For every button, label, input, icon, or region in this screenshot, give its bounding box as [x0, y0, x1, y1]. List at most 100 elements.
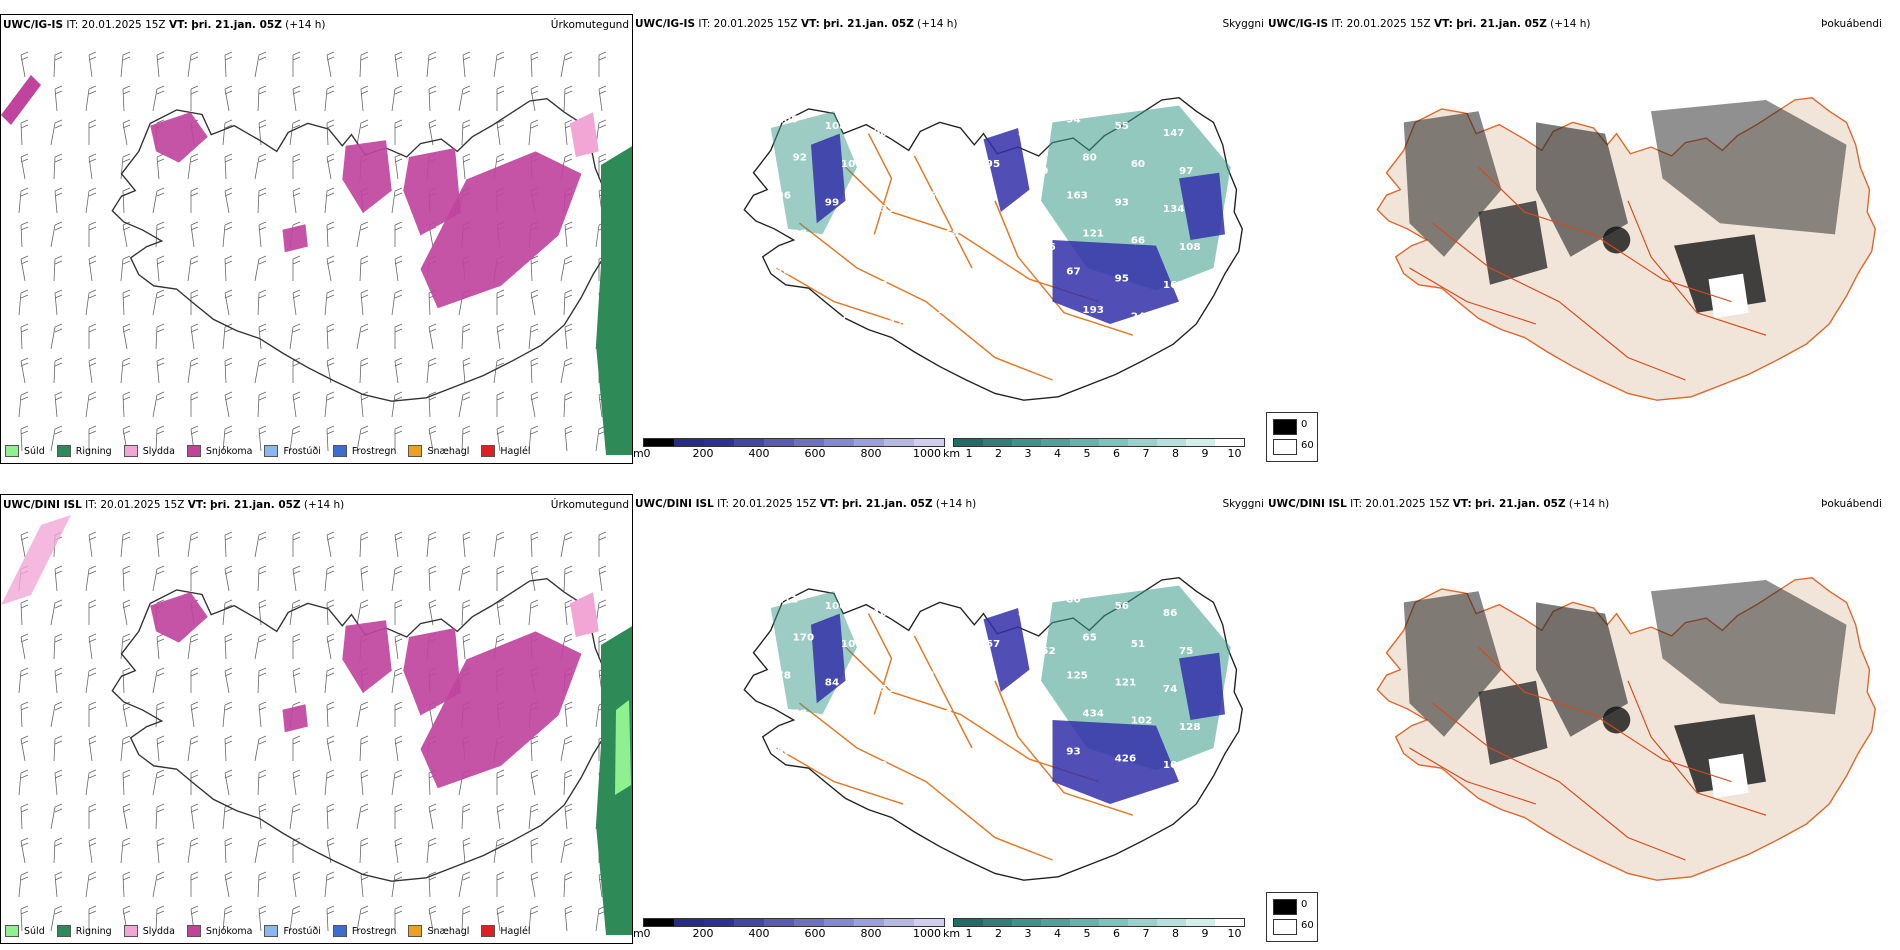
ceiling-value: 165	[1163, 280, 1185, 291]
ceiling-value: 117	[970, 754, 992, 765]
legend-label: Rigning	[75, 445, 112, 457]
ceiling-colorbar: m 0 200 400 600 800 1000	[633, 438, 945, 462]
colorbar-tick: 4	[1054, 447, 1061, 460]
ceiling-value: 126	[1034, 242, 1056, 253]
legend-slydda: Slydda	[123, 925, 175, 937]
ceiling-value: 117	[921, 671, 943, 682]
ceiling-value: 75	[1179, 646, 1193, 657]
ceiling-value: 100	[1163, 760, 1185, 771]
panel-header: UWC/DINI ISL IT: 20.01.2025 15Z VT: þri.…	[1268, 498, 1610, 510]
colorbar-tick: 0	[643, 927, 651, 940]
legend-frostudi: Frostúði	[264, 445, 321, 457]
ceiling-value: 108	[841, 235, 863, 246]
colorbar-tick: 10	[1227, 447, 1242, 460]
colorbar-tick: 0	[643, 447, 651, 460]
legend-label: Snjókoma	[205, 925, 253, 937]
colorbar-tick: 3	[1024, 447, 1032, 460]
ceiling-value: 65	[1034, 722, 1048, 733]
ceiling-value: 179	[970, 677, 992, 688]
ceiling-value: 251	[1018, 204, 1040, 215]
legend-label: Snjókoma	[205, 445, 253, 457]
fog-panel-top: UWC/IG-IS IT: 20.01.2025 15Z VT: þri. 21…	[1266, 14, 1900, 464]
colorbar-tick: 1000	[913, 927, 941, 940]
ceiling-value: 93	[1115, 197, 1129, 208]
legend-label: Frostúði	[283, 925, 321, 937]
colorbar-tick: 4	[1054, 927, 1061, 940]
colorbar-tick: 10	[1227, 927, 1242, 940]
legend-frostudi: Frostúði	[264, 925, 321, 937]
ceiling-value: 60	[1131, 159, 1145, 170]
precip-type-map	[1, 515, 632, 935]
ceiling-value: 78	[777, 671, 791, 682]
ceiling-value: 99	[825, 197, 839, 208]
panel-header: UWC/DINI ISL IT: 20.01.2025 15Z VT: þri.…	[635, 498, 977, 510]
ceiling-value: 170	[793, 633, 815, 644]
ceiling-value: 90	[970, 601, 984, 612]
ceiling-value: 84	[825, 677, 839, 688]
legend-label: Súld	[24, 445, 45, 457]
ceiling-value-labels: 105 108 90 88 111 81 94 55 147 92 107 37 18 95 69 80 60 9…	[777, 115, 1201, 330]
ceiling-value: 148	[986, 715, 1008, 726]
ceiling-value: 78	[921, 747, 935, 758]
ceiling-value: 134	[1163, 204, 1185, 215]
ceiling-value: 155	[873, 684, 895, 695]
ceiling-value: 102	[1131, 715, 1153, 726]
precip-panel-top: UWC/IG-IS IT: 20.01.2025 15Z VT: þri. 21…	[0, 14, 633, 464]
ceiling-value: 95	[986, 159, 1000, 170]
ceiling-value: 18	[938, 153, 952, 164]
ceiling-panel-top: UWC/IG-IS IT: 20.01.2025 15Z VT: þri. 21…	[633, 14, 1266, 464]
ceiling-value: 128	[1179, 722, 1201, 733]
ceiling-value: 65	[1082, 633, 1096, 644]
colorbar-tick: 400	[748, 447, 770, 460]
legend-swatch	[481, 445, 496, 457]
ceiling-value: 90	[873, 128, 887, 139]
colorbar-tick: 1	[965, 927, 973, 940]
ceiling-value: 79	[873, 760, 887, 771]
legend-label: Snæhagl	[427, 925, 470, 937]
ceiling-value: 120	[889, 318, 911, 329]
legend-swatch	[332, 445, 347, 457]
ceiling-value: 147	[1163, 128, 1185, 139]
ceiling-value: 121	[1115, 677, 1137, 688]
legend-label: Súld	[24, 925, 45, 937]
colorbar-tick: 1000	[913, 447, 941, 460]
legend-rigning: Rigning	[56, 925, 112, 937]
fog-key-top: 0 60	[1266, 412, 1318, 462]
ceiling-visibility-map: 105 108 90 88 111 81 94 55 147 92 107 37 18 95 69 80 60 9…	[743, 97, 1243, 401]
legend-swatch	[481, 925, 496, 937]
panel-header: UWC/IG-IS IT: 20.01.2025 15Z VT: þri. 21…	[3, 19, 326, 31]
ceiling-value: 561	[970, 274, 992, 285]
ceiling-value: 215	[825, 274, 847, 285]
panel-header: UWC/IG-IS IT: 20.01.2025 15Z VT: þri. 21…	[1268, 18, 1591, 30]
legend-label: Frostregn	[351, 445, 397, 457]
ceiling-value: 106	[825, 601, 847, 612]
colorbar-tick: 6	[1113, 927, 1120, 940]
legend-swatch	[123, 925, 138, 937]
ceiling-value: 89	[1018, 608, 1032, 619]
colorbar-tick: 200	[692, 927, 714, 940]
colorbar-tick: 2	[995, 927, 1002, 940]
legend-hagl: Haglél	[481, 925, 531, 937]
legend-label: Frostúði	[283, 445, 321, 457]
ceiling-value: 80	[1066, 595, 1080, 606]
ceiling-value: 90	[938, 709, 952, 720]
panel-title: Úrkomutegund	[550, 499, 629, 511]
ceiling-value: 434	[1082, 709, 1104, 720]
ceiling-visibility-map: 111 106 107 84 90 89 80 56 86 170 101 59 19 67 152 65 51…	[743, 577, 1243, 881]
ceiling-value-labels: 111 106 107 84 90 89 80 56 86 170 101 59 19 67 152 65 51…	[777, 595, 1201, 772]
ceiling-value: 93	[1066, 747, 1080, 758]
ceiling-value: 80	[1082, 153, 1096, 164]
fog-indicator-map	[1376, 577, 1876, 881]
colorbar-tick: 9	[1201, 927, 1209, 940]
ceiling-value: 108	[1179, 242, 1201, 253]
ceiling-value: 111	[970, 121, 992, 132]
legend-snaehagl: Snæhagl	[408, 925, 469, 937]
precip-legend: Súld Rigning Slydda Snjókoma Frostúði Frostre…	[5, 925, 531, 937]
panel-title: Þokuábendi	[1821, 18, 1882, 30]
ceiling-value: 38	[889, 722, 903, 733]
legend-swatch	[186, 445, 201, 457]
road-network	[776, 613, 1134, 861]
colorbar-tick: 8	[1172, 447, 1179, 460]
ceiling-value: 59	[889, 646, 903, 657]
ceiling-value: 105	[777, 115, 799, 126]
